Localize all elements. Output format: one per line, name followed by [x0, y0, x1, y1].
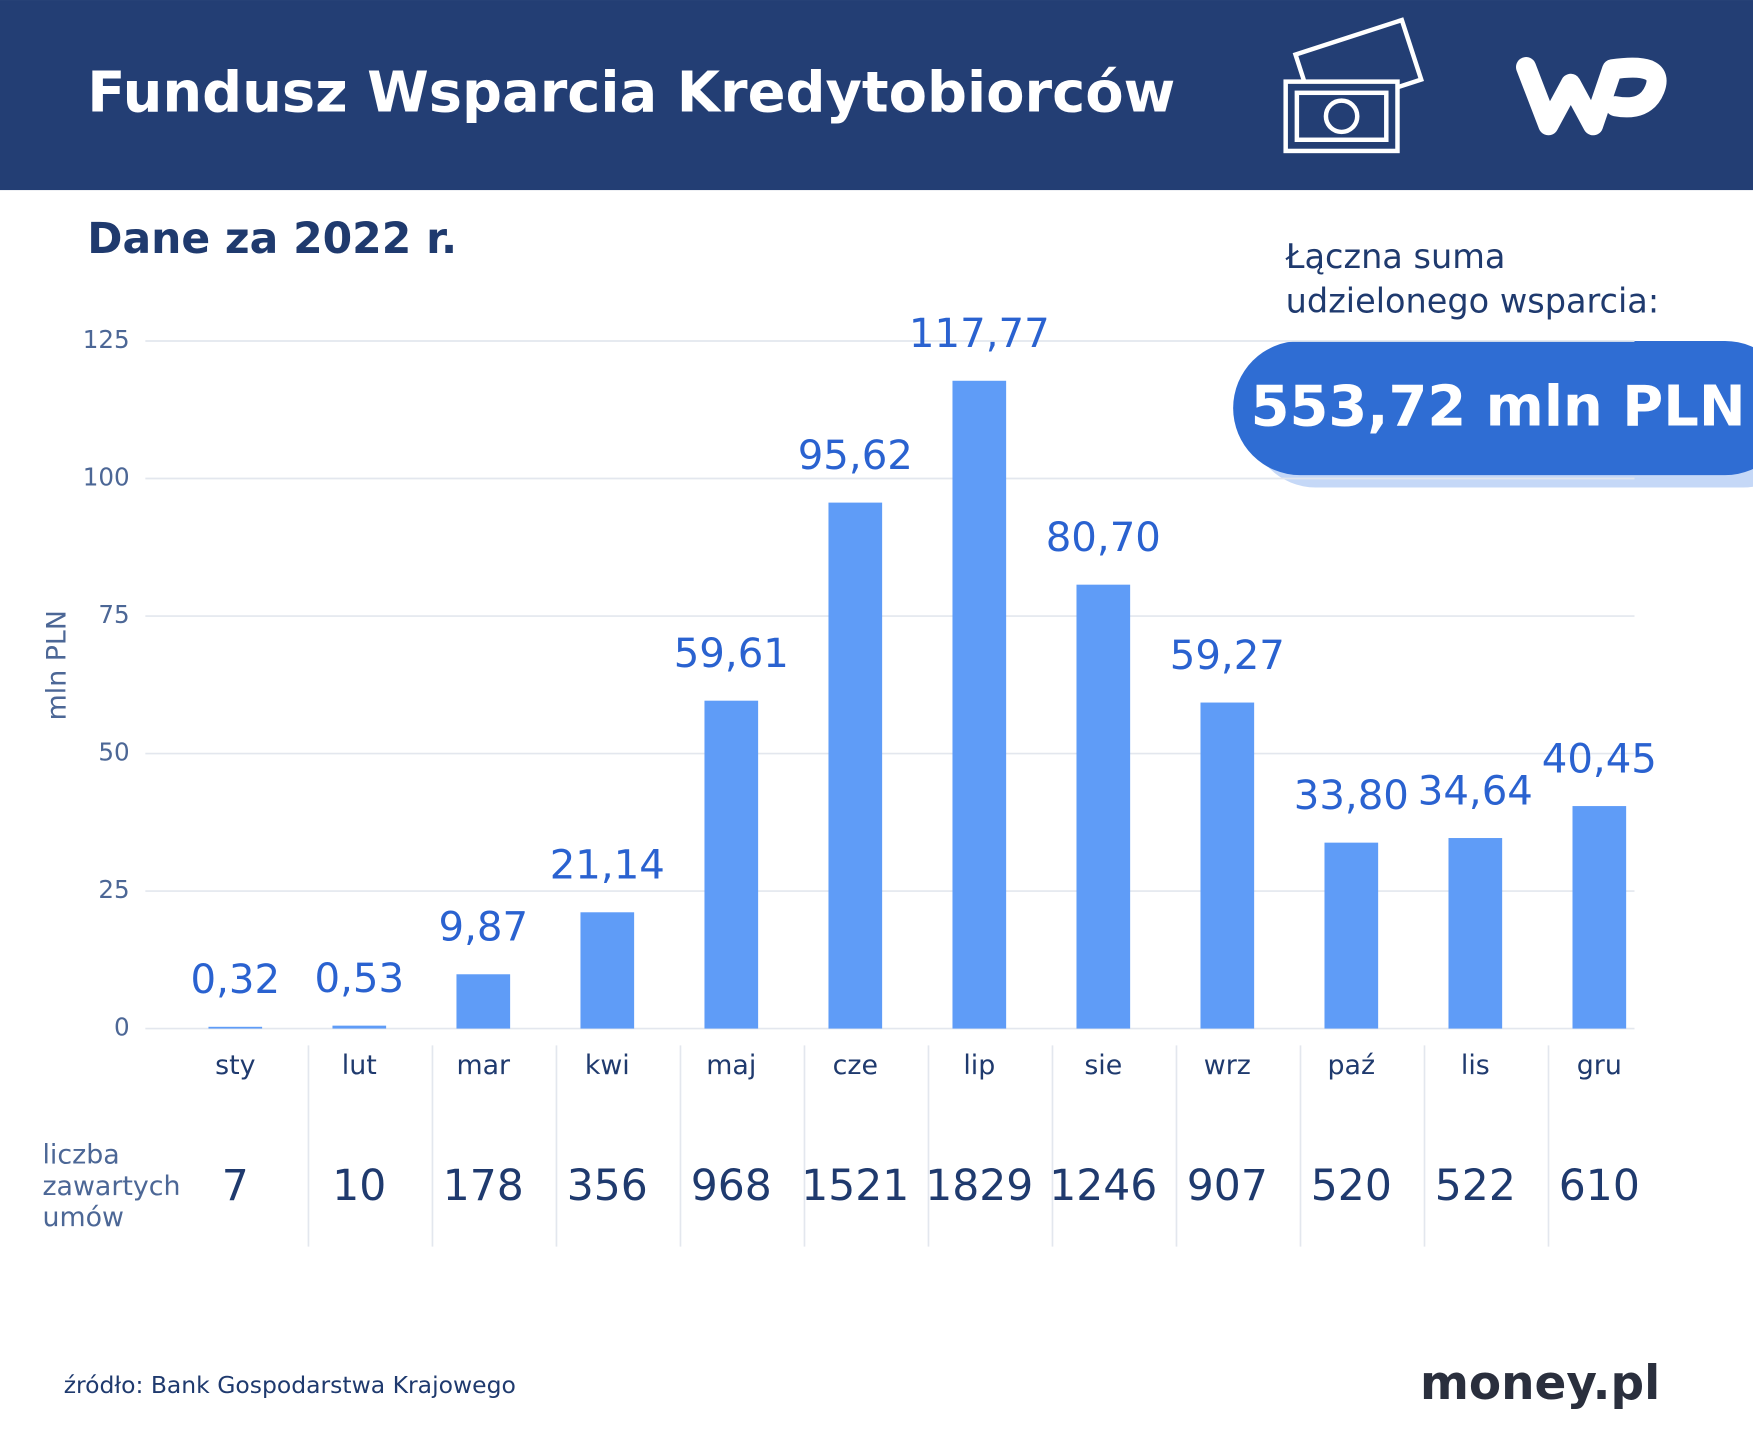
row-label: zawartych — [42, 1171, 180, 1202]
contract-count: 7 — [222, 1162, 249, 1211]
bar — [828, 502, 883, 1029]
x-tick-label: sie — [1084, 1050, 1122, 1081]
bar — [456, 974, 511, 1029]
contract-count: 356 — [567, 1162, 648, 1211]
bar — [208, 1026, 263, 1029]
value-label: 34,64 — [1418, 768, 1533, 814]
y-tick-label: 25 — [98, 875, 129, 904]
value-label: 21,14 — [550, 843, 665, 889]
value-label: 40,45 — [1542, 736, 1657, 782]
value-label: 59,61 — [674, 631, 789, 677]
row-label: liczba — [42, 1140, 119, 1171]
total-label: Łączna suma — [1285, 237, 1506, 276]
x-tick-label: gru — [1577, 1050, 1622, 1081]
contract-count: 522 — [1435, 1162, 1516, 1211]
chart-title: Fundusz Wsparcia Kredytobiorców — [87, 60, 1175, 125]
contract-count: 1521 — [801, 1162, 909, 1211]
bar — [1076, 584, 1131, 1029]
y-tick-label: 0 — [114, 1013, 130, 1042]
value-label: 117,77 — [909, 311, 1050, 357]
bar — [704, 700, 759, 1029]
value-label: 0,53 — [314, 956, 404, 1002]
bar — [332, 1025, 387, 1029]
bar — [1324, 842, 1379, 1029]
contract-count: 520 — [1311, 1162, 1392, 1211]
header-band — [0, 0, 1753, 191]
x-tick-label: sty — [215, 1050, 255, 1081]
bar — [580, 912, 635, 1029]
x-tick-label: lip — [963, 1050, 995, 1081]
money-icon — [1283, 17, 1425, 154]
x-tick-label: kwi — [585, 1050, 630, 1081]
contract-count: 907 — [1187, 1162, 1268, 1211]
subtitle: Dane za 2022 r. — [87, 215, 457, 264]
value-label: 0,32 — [190, 957, 280, 1003]
x-tick-label: lut — [342, 1050, 377, 1081]
x-tick-label: mar — [456, 1050, 511, 1081]
contract-count: 10 — [332, 1162, 386, 1211]
x-tick-label: cze — [833, 1050, 878, 1081]
bar — [952, 380, 1007, 1029]
value-label: 95,62 — [798, 433, 913, 479]
value-label: 33,80 — [1294, 773, 1409, 819]
y-tick-label: 125 — [83, 325, 130, 354]
contract-count: 1246 — [1049, 1162, 1157, 1211]
contract-count: 968 — [691, 1162, 772, 1211]
value-label: 80,70 — [1046, 515, 1161, 561]
y-axis-label: mln PLN — [42, 610, 73, 720]
source: źródło: Bank Gospodarstwa Krajowego — [64, 1371, 516, 1399]
contract-count: 610 — [1559, 1162, 1640, 1211]
row-label: umów — [42, 1202, 124, 1233]
bar — [1572, 806, 1627, 1029]
bar — [1448, 838, 1503, 1029]
total-pill — [1233, 341, 1753, 476]
x-tick-label: wrz — [1204, 1050, 1251, 1081]
y-tick-label: 75 — [98, 600, 129, 629]
value-label: 9,87 — [438, 905, 528, 951]
total-value: 553,72 mln PLN — [1251, 374, 1746, 439]
bar — [1200, 702, 1255, 1029]
y-tick-label: 100 — [83, 463, 130, 492]
contract-count: 1829 — [925, 1162, 1033, 1211]
wp-logo — [1515, 57, 1667, 136]
y-tick-label: 50 — [98, 738, 129, 767]
x-tick-label: paź — [1328, 1050, 1376, 1081]
total-label: udzielonego wsparcia: — [1286, 281, 1659, 320]
contract-count: 178 — [443, 1162, 524, 1211]
brand-logo: money.pl — [1420, 1356, 1660, 1411]
x-tick-label: maj — [706, 1050, 756, 1081]
value-label: 59,27 — [1170, 633, 1285, 679]
x-tick-label: lis — [1461, 1050, 1490, 1081]
